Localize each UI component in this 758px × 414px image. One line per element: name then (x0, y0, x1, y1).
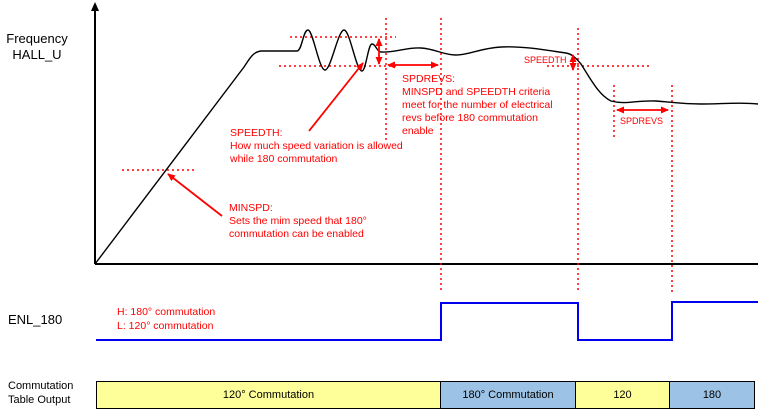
hall-u-label-text: HALL_U (12, 47, 62, 62)
speedth-title: SPEEDTH: (230, 127, 283, 139)
commutation-label-line-2: Table Output (8, 394, 71, 406)
enl-180-label: ENL_180 (8, 312, 63, 327)
commutation-cell-120: 120° Commutation (96, 381, 441, 409)
commutation-table-label: Commutation Table Output (8, 379, 73, 407)
spdrevs-line-2: meet for the number of electrical (402, 99, 553, 111)
minspd-line-2: commutation can be enabled (229, 228, 364, 240)
commutation-table-row: 120° Commutation 180° Commutation 120 18… (96, 381, 755, 409)
minspd-line-1: Sets the mim speed that 180° (229, 215, 367, 227)
enl-180-legend: H: 180° commutation L: 120° commutation (117, 306, 215, 333)
commutation-cell-180-short: 180 (669, 381, 755, 409)
commutation-cell-120-short: 120 (575, 381, 670, 409)
enl-legend-high: H: 180° commutation (117, 306, 216, 318)
commutation-cell-180: 180° Commutation (440, 381, 576, 409)
frequency-label-text: Frequency (6, 31, 68, 46)
minspd-annotation: MINSPD: Sets the mim speed that 180° com… (229, 202, 367, 241)
enl-legend-low: L: 120° commutation (117, 319, 214, 332)
speedth-marker-label: SPEEDTH (524, 55, 567, 65)
spdrevs-line-1: MINSPD and SPEEDTH criteria (402, 86, 551, 98)
spdrevs-line-3: revs before 180 commutation (402, 112, 538, 124)
speedth-annotation: SPEEDTH: How much speed variation is all… (230, 127, 403, 166)
spdrevs-annotation: SPDREVS: MINSPD and SPEEDTH criteria mee… (402, 73, 553, 138)
spdrevs-title: SPDREVS: (402, 73, 456, 85)
spdrevs-marker-label: SPDREVS (620, 116, 664, 126)
commutation-label-line-1: Commutation (8, 380, 74, 392)
spdrevs-line-4: enable (402, 125, 434, 137)
minspd-title: MINSPD: (229, 202, 273, 214)
frequency-axis-label: Frequency HALL_U (0, 31, 74, 63)
speedth-line-2: while 180 commutation (230, 153, 338, 165)
speedth-line-1: How much speed variation is allowed (230, 140, 403, 152)
